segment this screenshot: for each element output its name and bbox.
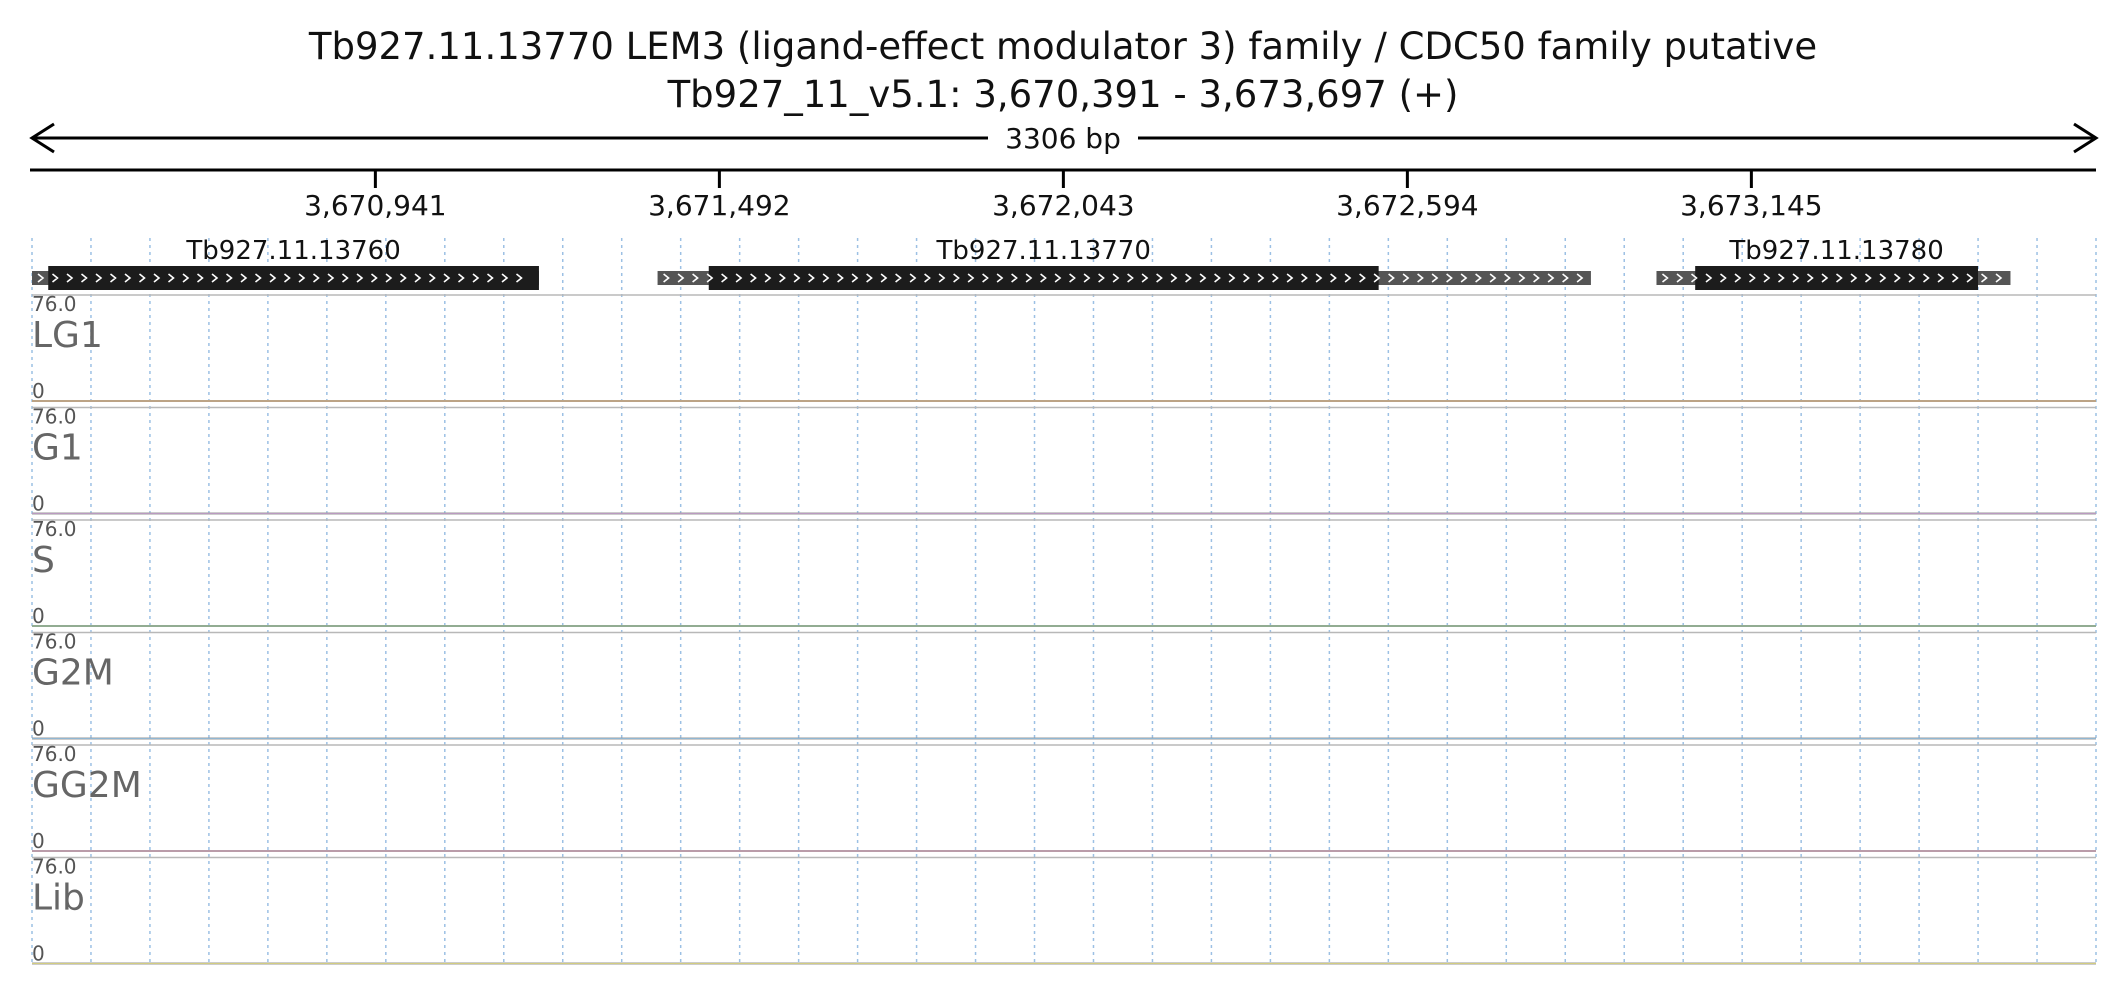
y-max-label: 76.0 (32, 855, 77, 879)
span-left-arrow-icon (29, 122, 55, 154)
axis-tick-label: 3,672,043 (992, 189, 1135, 222)
y-min-label: 0 (32, 379, 45, 403)
strand-chevron-icon (663, 273, 1584, 283)
coverage-track-lib: 76.0 0 Lib (32, 855, 2096, 966)
gene-label: Tb927.11.13780 (1728, 236, 1943, 266)
coverage-track-gg2m: 76.0 0 GG2M (32, 742, 2096, 853)
strand-chevron-icon (37, 273, 523, 283)
coverage-track-s: 76.0 0 S (32, 517, 2096, 628)
span-label-backdrop (988, 120, 1138, 156)
coverage-track-lg1: 76.0 0 LG1 (32, 292, 2096, 403)
gridlines (31, 238, 2097, 962)
gene-annotation-track: Tb927.11.13760 Tb927.11.13770 Tb927.11.137… (32, 236, 2011, 290)
span-length-label: 3306 bp (1005, 122, 1121, 155)
y-min-label: 0 (32, 492, 45, 516)
y-max-label: 76.0 (32, 517, 77, 541)
coordinate-ticks: 3,670,941 3,671,492 3,672,043 3,672,594 3,67… (304, 170, 1823, 222)
y-max-label: 76.0 (32, 405, 77, 429)
coverage-track-g2m: 76.0 0 G2M (32, 630, 2096, 741)
gene-label: Tb927.11.13770 (936, 236, 1151, 266)
gene-label: Tb927.11.13760 (185, 236, 400, 266)
track-name-label: Lib (32, 878, 85, 919)
track-name-label: GG2M (32, 765, 142, 806)
gene-cds (708, 266, 1379, 290)
coverage-track-g1: 76.0 0 G1 (32, 405, 2096, 516)
y-min-label: 0 (32, 604, 45, 628)
coverage-tracks: 76.00LG176.00G176.00S76.00G2M76.00GG2M76… (32, 292, 2096, 966)
axis-tick-label: 3,673,145 (1680, 189, 1823, 222)
gene-cds (48, 266, 539, 290)
y-max-label: 76.0 (32, 742, 77, 766)
track-name-label: S (32, 540, 55, 581)
y-max-label: 76.0 (32, 292, 77, 316)
y-min-label: 0 (32, 942, 45, 966)
strand-chevron-icon (1662, 273, 2003, 283)
axis-tick-label: 3,671,492 (648, 189, 791, 222)
y-min-label: 0 (32, 717, 45, 741)
axis-tick-label: 3,670,941 (304, 189, 447, 222)
axis-tick-label: 3,672,594 (1336, 189, 1479, 222)
gene-title: Tb927.11.13770 LEM3 (ligand-effect modul… (308, 25, 1817, 68)
span-right-arrow-icon (2073, 122, 2099, 154)
gene-model: Tb927.11.13760 (32, 236, 539, 290)
gene-model: Tb927.11.13780 (1656, 236, 2011, 290)
track-name-label: G2M (32, 653, 114, 694)
track-name-label: G1 (32, 428, 83, 469)
y-min-label: 0 (32, 829, 45, 853)
gene-cds (1695, 266, 1979, 290)
track-name-label: LG1 (32, 315, 103, 356)
y-max-label: 76.0 (32, 630, 77, 654)
region-coordinates: Tb927_11_v5.1: 3,670,391 - 3,673,697 (+) (667, 73, 1459, 116)
span-ruler: 3306 bp (29, 120, 2099, 156)
gene-model: Tb927.11.13770 (657, 236, 1591, 290)
